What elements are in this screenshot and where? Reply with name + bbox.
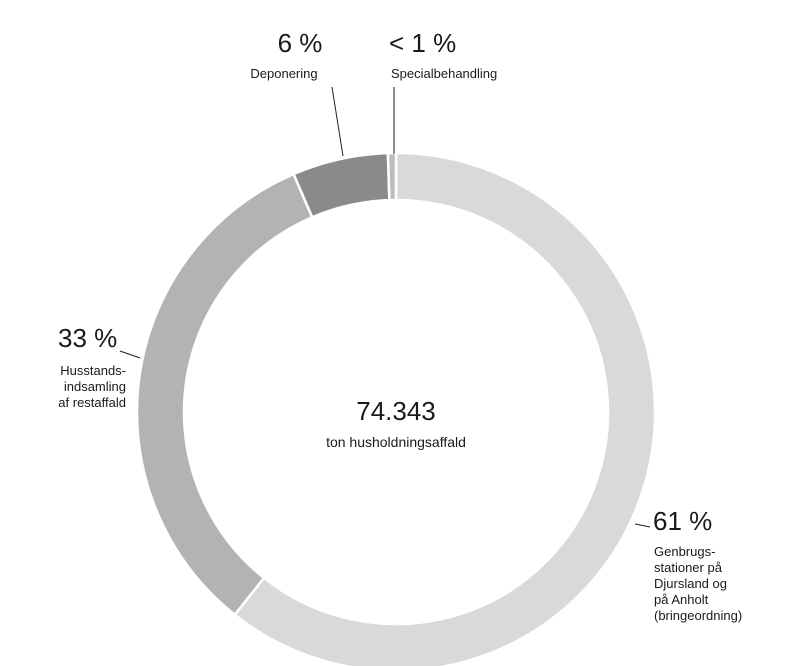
center-total-label: ton husholdningsaffald: [326, 434, 466, 450]
donut-slice-specialbehandling: [386, 151, 398, 202]
slice-label-husstandsindsamling-line1: Husstands-: [60, 363, 126, 378]
donut-slice-genbrugsstationer: [232, 151, 657, 666]
slice-percent-deponering: 6 %: [278, 28, 323, 58]
slice-label-genbrugsstationer-line1: Genbrugs-: [654, 544, 715, 559]
slice-percent-genbrugsstationer: 61 %: [653, 506, 712, 536]
leader-line-husstandsindsamling: [119, 350, 141, 359]
donut-slice-husstandsindsamling: [135, 172, 314, 617]
leader-line-genbrugsstationer: [634, 523, 651, 528]
slice-label-genbrugsstationer-line3: Djursland og: [654, 576, 727, 591]
center-total-value: 74.343: [356, 396, 436, 426]
slice-label-deponering: Deponering: [250, 66, 317, 81]
leader-line-deponering: [331, 86, 344, 157]
slice-label-specialbehandling: Specialbehandling: [391, 66, 497, 81]
slice-label-genbrugsstationer-line4: på Anholt: [654, 592, 709, 607]
slice-percent-husstandsindsamling: 33 %: [58, 323, 117, 353]
slice-percent-specialbehandling: < 1 %: [389, 28, 456, 58]
slice-label-husstandsindsamling-line3: af restaffald: [58, 395, 126, 410]
slice-label-genbrugsstationer-line2: stationer på: [654, 560, 723, 575]
donut-slice-deponering: [291, 151, 391, 219]
donut-slices: [135, 151, 657, 666]
slice-label-genbrugsstationer-line5: (bringeordning): [654, 608, 742, 623]
slice-label-husstandsindsamling-line2: indsamling: [64, 379, 126, 394]
